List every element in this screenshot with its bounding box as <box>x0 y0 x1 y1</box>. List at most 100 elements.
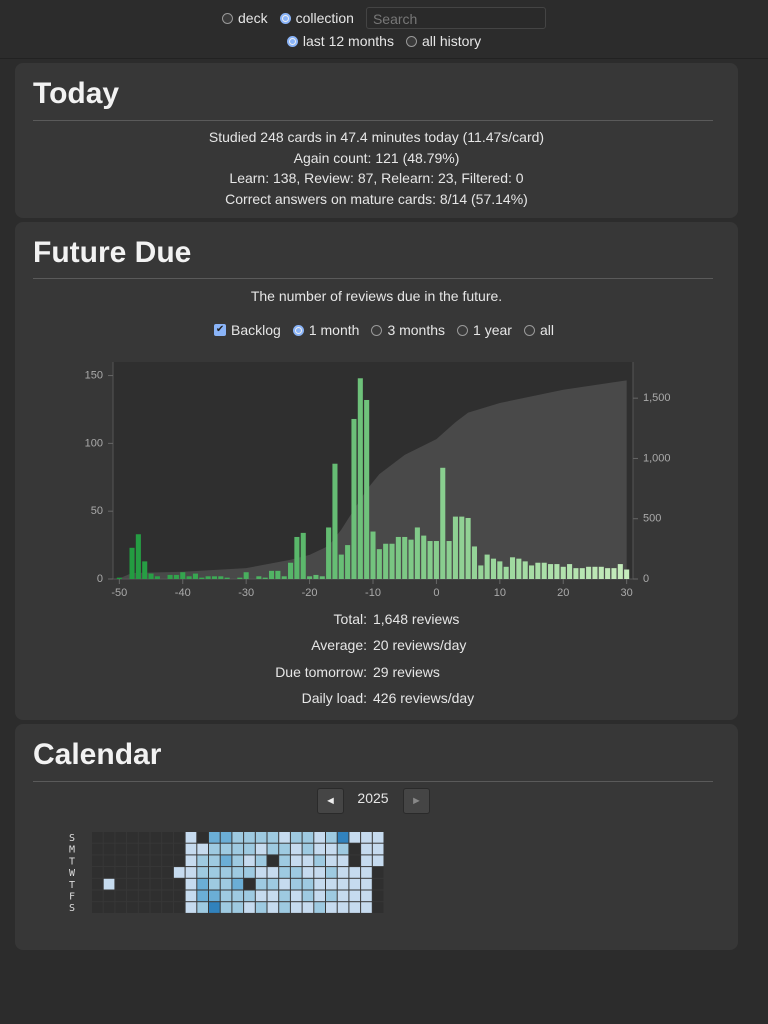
day-cell <box>302 890 314 902</box>
day-cell <box>185 843 197 855</box>
x-tick-label: 30 <box>621 587 633 599</box>
day-cell <box>349 832 361 843</box>
bar <box>313 574 319 579</box>
day-cell <box>255 867 267 878</box>
day-cell <box>267 843 279 855</box>
option-label: 1 year <box>473 322 512 338</box>
bar <box>389 543 395 579</box>
day-cell <box>127 843 138 855</box>
x-tick-label: 10 <box>494 587 506 599</box>
radio[interactable] <box>286 35 298 47</box>
option[interactable]: all <box>523 322 554 338</box>
day-cell <box>302 855 314 867</box>
day-cell <box>197 843 208 855</box>
day-cell <box>302 878 314 890</box>
day-cell <box>92 890 103 902</box>
bar <box>414 527 420 579</box>
day-cell <box>103 878 115 890</box>
day-cell <box>138 855 150 867</box>
day-cell <box>349 902 361 913</box>
option[interactable]: 1 month <box>292 322 359 338</box>
section-title: Calendar <box>33 738 162 771</box>
day-cell <box>185 890 197 902</box>
day-cell <box>162 878 173 890</box>
day-cell <box>138 902 150 913</box>
y2-tick-label: 1,000 <box>643 452 671 464</box>
bar <box>503 566 509 579</box>
day-cell <box>220 878 232 890</box>
radio[interactable] <box>279 12 291 24</box>
y2-tick-label: 0 <box>643 573 649 585</box>
y-tick-label: 50 <box>91 505 103 517</box>
radio[interactable] <box>457 324 469 336</box>
option[interactable]: 3 months <box>371 322 445 338</box>
radio[interactable] <box>292 324 304 336</box>
summary-line: Correct answers on mature cards: 8/14 (5… <box>225 190 528 207</box>
option-label: all history <box>421 33 482 49</box>
radio[interactable] <box>371 324 383 336</box>
checkbox[interactable]: ✔ <box>214 324 227 336</box>
day-cell <box>361 902 372 913</box>
bar <box>307 576 313 579</box>
bar <box>326 527 332 579</box>
day-cell <box>173 902 185 913</box>
day-cell <box>314 855 325 867</box>
day-cell <box>267 855 279 867</box>
bar <box>256 576 262 579</box>
day-cell <box>220 902 232 913</box>
day-cell <box>302 867 314 878</box>
prev-year-button[interactable]: ◄ <box>317 788 344 814</box>
bar <box>269 570 275 579</box>
radio[interactable] <box>523 324 535 336</box>
day-cell <box>185 855 197 867</box>
bar <box>300 532 306 579</box>
bar <box>592 566 598 579</box>
day-cell <box>92 867 103 878</box>
radio[interactable] <box>222 12 234 24</box>
day-cell <box>127 890 138 902</box>
bar <box>548 564 554 579</box>
bar <box>529 565 535 579</box>
day-cell <box>185 832 197 843</box>
day-cell <box>220 855 232 867</box>
option[interactable]: all history <box>405 33 482 49</box>
day-cell <box>197 855 208 867</box>
day-cell <box>279 843 290 855</box>
day-cell <box>162 890 173 902</box>
next-year-button[interactable]: ► <box>403 788 430 814</box>
x-tick-label: 20 <box>557 587 569 599</box>
option[interactable]: deck <box>222 10 268 26</box>
day-cell <box>290 902 302 913</box>
day-cell <box>302 902 314 913</box>
day-cell <box>326 867 337 878</box>
day-cell <box>267 867 279 878</box>
day-cell <box>337 890 349 902</box>
day-cell <box>232 902 244 913</box>
day-cell <box>103 902 115 913</box>
backlog-option[interactable]: ✔ Backlog <box>214 322 281 338</box>
bar <box>383 543 389 579</box>
bar <box>319 576 325 579</box>
option[interactable]: 1 year <box>457 322 512 338</box>
option[interactable]: last 12 months <box>286 33 394 49</box>
day-cell <box>115 867 127 878</box>
day-cell <box>361 843 372 855</box>
radio[interactable] <box>405 35 417 47</box>
day-cell <box>326 890 337 902</box>
day-cell <box>197 902 208 913</box>
day-label: S <box>69 833 75 844</box>
bar <box>567 564 573 579</box>
search-box[interactable]: Search <box>365 7 546 29</box>
day-cell <box>267 832 279 843</box>
option[interactable]: collection <box>279 10 354 26</box>
day-cell <box>232 843 244 855</box>
day-cell <box>255 832 267 843</box>
day-cell <box>314 832 325 843</box>
day-cell <box>290 878 302 890</box>
day-cell <box>255 890 267 902</box>
day-cell <box>372 878 384 890</box>
x-tick-label: -10 <box>365 587 381 599</box>
day-cell <box>255 855 267 867</box>
day-cell <box>162 902 173 913</box>
